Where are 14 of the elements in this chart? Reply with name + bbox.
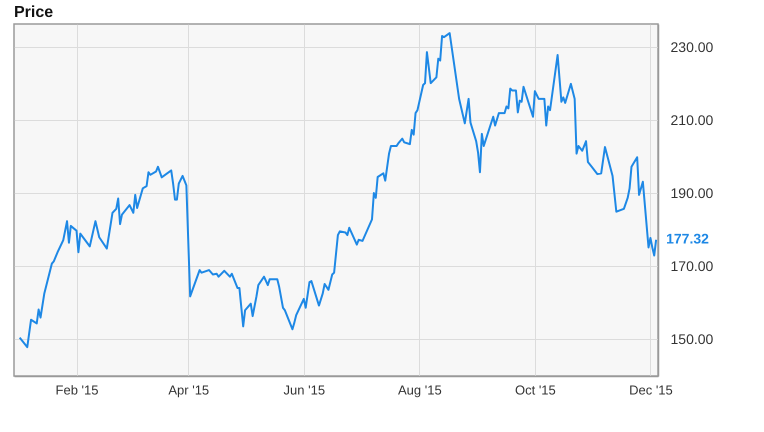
y-tick-label: 190.00 xyxy=(670,184,714,201)
y-tick-label: 150.00 xyxy=(670,330,714,347)
x-tick-label: Apr '15 xyxy=(168,382,210,398)
x-tick-label: Feb '15 xyxy=(56,382,98,398)
line-series xyxy=(18,32,658,348)
y-tick-label: 210.00 xyxy=(670,112,714,128)
x-tick-label: Jun '15 xyxy=(284,382,326,398)
annotation: 177.32 xyxy=(666,230,710,247)
x-tick-label: Oct '15 xyxy=(514,382,556,398)
x-tick-label: Dec '15 xyxy=(629,382,673,398)
x-tick-label: Aug '15 xyxy=(398,382,442,398)
y-tick-label: 170.00 xyxy=(670,258,714,274)
chart-title: Price xyxy=(14,4,54,21)
y-tick-label: 230.00 xyxy=(670,38,714,55)
